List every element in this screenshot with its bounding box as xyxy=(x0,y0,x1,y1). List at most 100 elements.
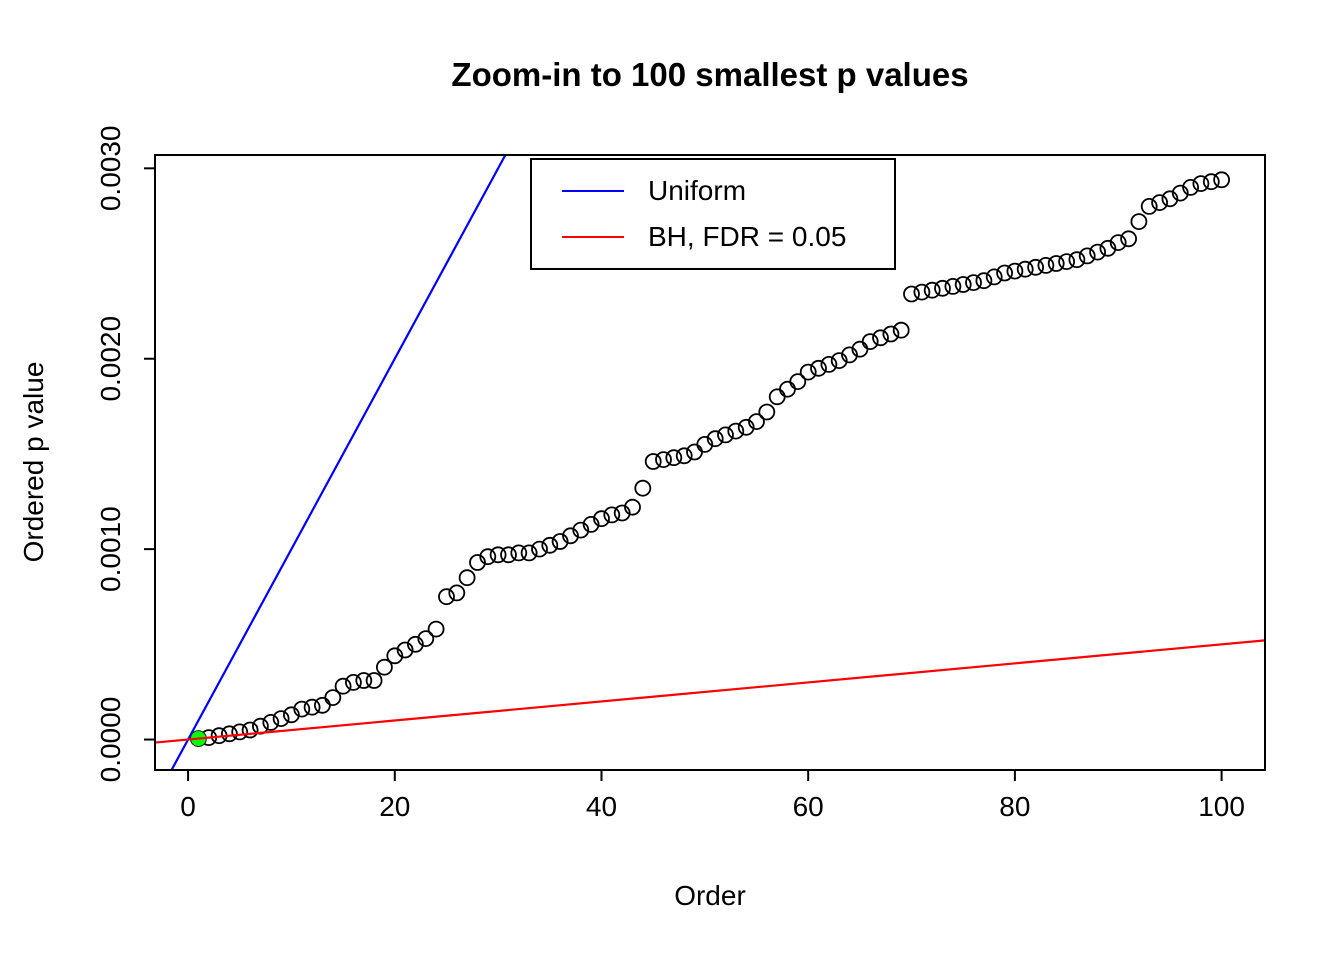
x-tick-label: 100 xyxy=(1198,791,1245,822)
legend-entry-bh: BH, FDR = 0.05 xyxy=(532,221,894,253)
data-point xyxy=(1109,234,1127,252)
data-point xyxy=(737,418,755,436)
data-point xyxy=(334,677,352,695)
data-point xyxy=(717,426,734,444)
data-point xyxy=(1213,171,1230,189)
chart-title: Zoom-in to 100 smallest p values xyxy=(451,56,969,93)
data-point xyxy=(1130,213,1148,231)
x-tick-label: 20 xyxy=(379,791,410,822)
data-point xyxy=(427,620,445,638)
data-point xyxy=(1120,230,1137,248)
x-tick-label: 60 xyxy=(793,791,824,822)
data-point xyxy=(1027,258,1044,276)
data-point xyxy=(313,696,331,714)
data-point xyxy=(1192,175,1210,193)
data-point xyxy=(985,268,1003,286)
data-point xyxy=(406,635,424,653)
legend-line xyxy=(562,236,624,239)
data-point xyxy=(479,548,497,566)
legend-label: BH, FDR = 0.05 xyxy=(648,221,847,253)
data-point xyxy=(706,430,724,448)
y-tick-label: 0.0020 xyxy=(95,316,126,402)
data-point xyxy=(934,279,951,297)
uniform-line xyxy=(170,155,507,770)
data-point xyxy=(551,533,569,550)
data-point xyxy=(1089,243,1106,261)
y-axis-label: Ordered p value xyxy=(18,361,49,563)
data-point xyxy=(779,380,796,398)
y-tick-label: 0.0030 xyxy=(95,126,126,212)
data-point xyxy=(1058,253,1075,271)
data-point xyxy=(748,413,765,431)
data-point xyxy=(1006,262,1024,280)
data-point xyxy=(220,725,238,743)
x-axis-label: Order xyxy=(674,880,746,911)
data-point xyxy=(355,672,373,689)
data-point xyxy=(1202,173,1220,191)
y-tick-label: 0.0000 xyxy=(95,697,126,783)
data-point xyxy=(903,285,920,303)
data-point xyxy=(975,272,993,290)
legend-entry-uniform: Uniform xyxy=(532,175,894,207)
data-point xyxy=(303,698,321,716)
data-point xyxy=(892,321,910,339)
data-point xyxy=(469,554,486,571)
data-point xyxy=(365,672,383,689)
legend-label: Uniform xyxy=(648,174,747,206)
data-point xyxy=(996,264,1013,282)
data-point xyxy=(655,451,672,469)
data-point xyxy=(572,521,590,539)
data-point xyxy=(810,359,827,377)
data-point xyxy=(820,355,838,373)
data-point xyxy=(324,689,342,706)
data-point xyxy=(1078,247,1096,265)
data-point xyxy=(500,546,517,564)
data-point xyxy=(344,674,362,691)
data-point xyxy=(510,544,528,562)
data-point xyxy=(1182,178,1199,196)
data-point xyxy=(644,453,662,470)
data-point xyxy=(872,329,889,347)
data-point xyxy=(696,435,714,453)
bh-line xyxy=(155,639,1265,744)
data-point xyxy=(241,721,259,739)
data-point xyxy=(293,700,311,718)
data-point xyxy=(386,647,404,665)
data-point xyxy=(758,403,776,421)
data-point xyxy=(448,584,466,602)
data-point xyxy=(665,449,683,467)
data-point xyxy=(1068,251,1086,269)
x-tick-label: 40 xyxy=(586,791,617,822)
data-point xyxy=(944,277,962,295)
data-point xyxy=(634,479,652,497)
legend-line xyxy=(562,189,624,192)
data-point xyxy=(282,706,300,724)
data-point xyxy=(675,447,693,465)
data-point xyxy=(272,710,290,727)
data-point xyxy=(882,325,900,343)
data-point xyxy=(262,714,280,731)
data-point xyxy=(1047,255,1065,272)
data-point xyxy=(799,363,817,381)
data-point xyxy=(1151,194,1168,212)
data-point xyxy=(923,281,941,299)
data-point xyxy=(531,540,548,558)
data-point xyxy=(954,276,972,293)
data-point xyxy=(458,569,476,587)
data-point xyxy=(582,516,600,533)
legend: Uniform BH, FDR = 0.05 xyxy=(530,158,896,270)
data-point xyxy=(417,630,435,647)
data-point xyxy=(396,641,414,659)
data-point xyxy=(603,506,621,524)
data-point xyxy=(1161,190,1179,208)
data-point xyxy=(562,527,579,545)
data-point xyxy=(727,422,745,440)
data-point xyxy=(489,546,507,564)
data-point xyxy=(438,588,455,606)
data-point xyxy=(913,283,931,301)
data-point xyxy=(861,333,879,351)
data-point xyxy=(520,544,538,562)
data-point xyxy=(613,504,631,522)
